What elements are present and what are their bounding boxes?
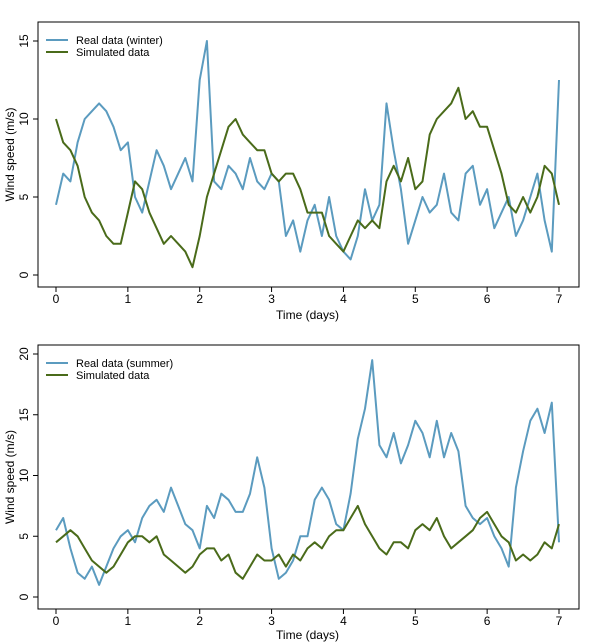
x-tick-label: 1 <box>125 292 132 306</box>
y-axis-label: Wind speed (m/s) <box>3 430 17 524</box>
y-tick-label: 15 <box>17 408 31 422</box>
legend-label: Real data (winter) <box>76 35 163 47</box>
x-tick-label: 3 <box>268 292 275 306</box>
x-tick-label: 1 <box>125 614 132 628</box>
x-axis-label: Time (days) <box>276 628 339 642</box>
x-tick-label: 2 <box>196 614 203 628</box>
x-tick-label: 6 <box>484 614 491 628</box>
y-tick-label: 5 <box>17 193 31 200</box>
x-tick-label: 0 <box>53 614 60 628</box>
x-tick-label: 0 <box>53 292 60 306</box>
y-tick-label: 0 <box>17 271 31 278</box>
y-tick-label: 5 <box>17 533 31 540</box>
legend: Real data (winter)Simulated data <box>46 35 163 59</box>
legend-label: Simulated data <box>76 370 150 382</box>
legend-label: Real data (summer) <box>76 358 173 370</box>
x-tick-label: 2 <box>196 292 203 306</box>
y-tick-label: 0 <box>17 593 31 600</box>
plot-frame <box>37 21 580 288</box>
winter-wind-panel: 0 1 2 3 4 5 6 7 0 5 10 15 Time (days) Wind speed (m/s… <box>3 21 580 322</box>
x-tick-label: 5 <box>412 292 419 306</box>
x-tick-label: 5 <box>412 614 419 628</box>
x-tick-label: 3 <box>268 614 275 628</box>
series-line-real <box>55 40 560 261</box>
x-tick-label: 4 <box>340 614 347 628</box>
y-axis-label: Wind speed (m/s) <box>3 107 17 201</box>
series-line-real <box>55 359 560 586</box>
legend: Real data (summer)Simulated data <box>46 358 173 382</box>
series-line-simulated <box>55 86 560 269</box>
y-tick-label: 20 <box>17 347 31 361</box>
x-tick-label: 7 <box>556 614 563 628</box>
plot-frame <box>37 344 580 610</box>
x-tick-label: 6 <box>484 292 491 306</box>
x-tick-label: 4 <box>340 292 347 306</box>
y-tick-label: 15 <box>17 34 31 48</box>
summer-wind-panel: 0 1 2 3 4 5 6 7 0 5 10 15 20 Time (days) Wind speed (m… <box>3 344 580 642</box>
x-axis-label: Time (days) <box>276 308 339 322</box>
series-line-simulated <box>55 504 560 580</box>
x-tick-label: 7 <box>556 292 563 306</box>
legend-label: Simulated data <box>76 47 150 59</box>
y-tick-label: 10 <box>17 469 31 483</box>
y-tick-label: 10 <box>17 112 31 126</box>
